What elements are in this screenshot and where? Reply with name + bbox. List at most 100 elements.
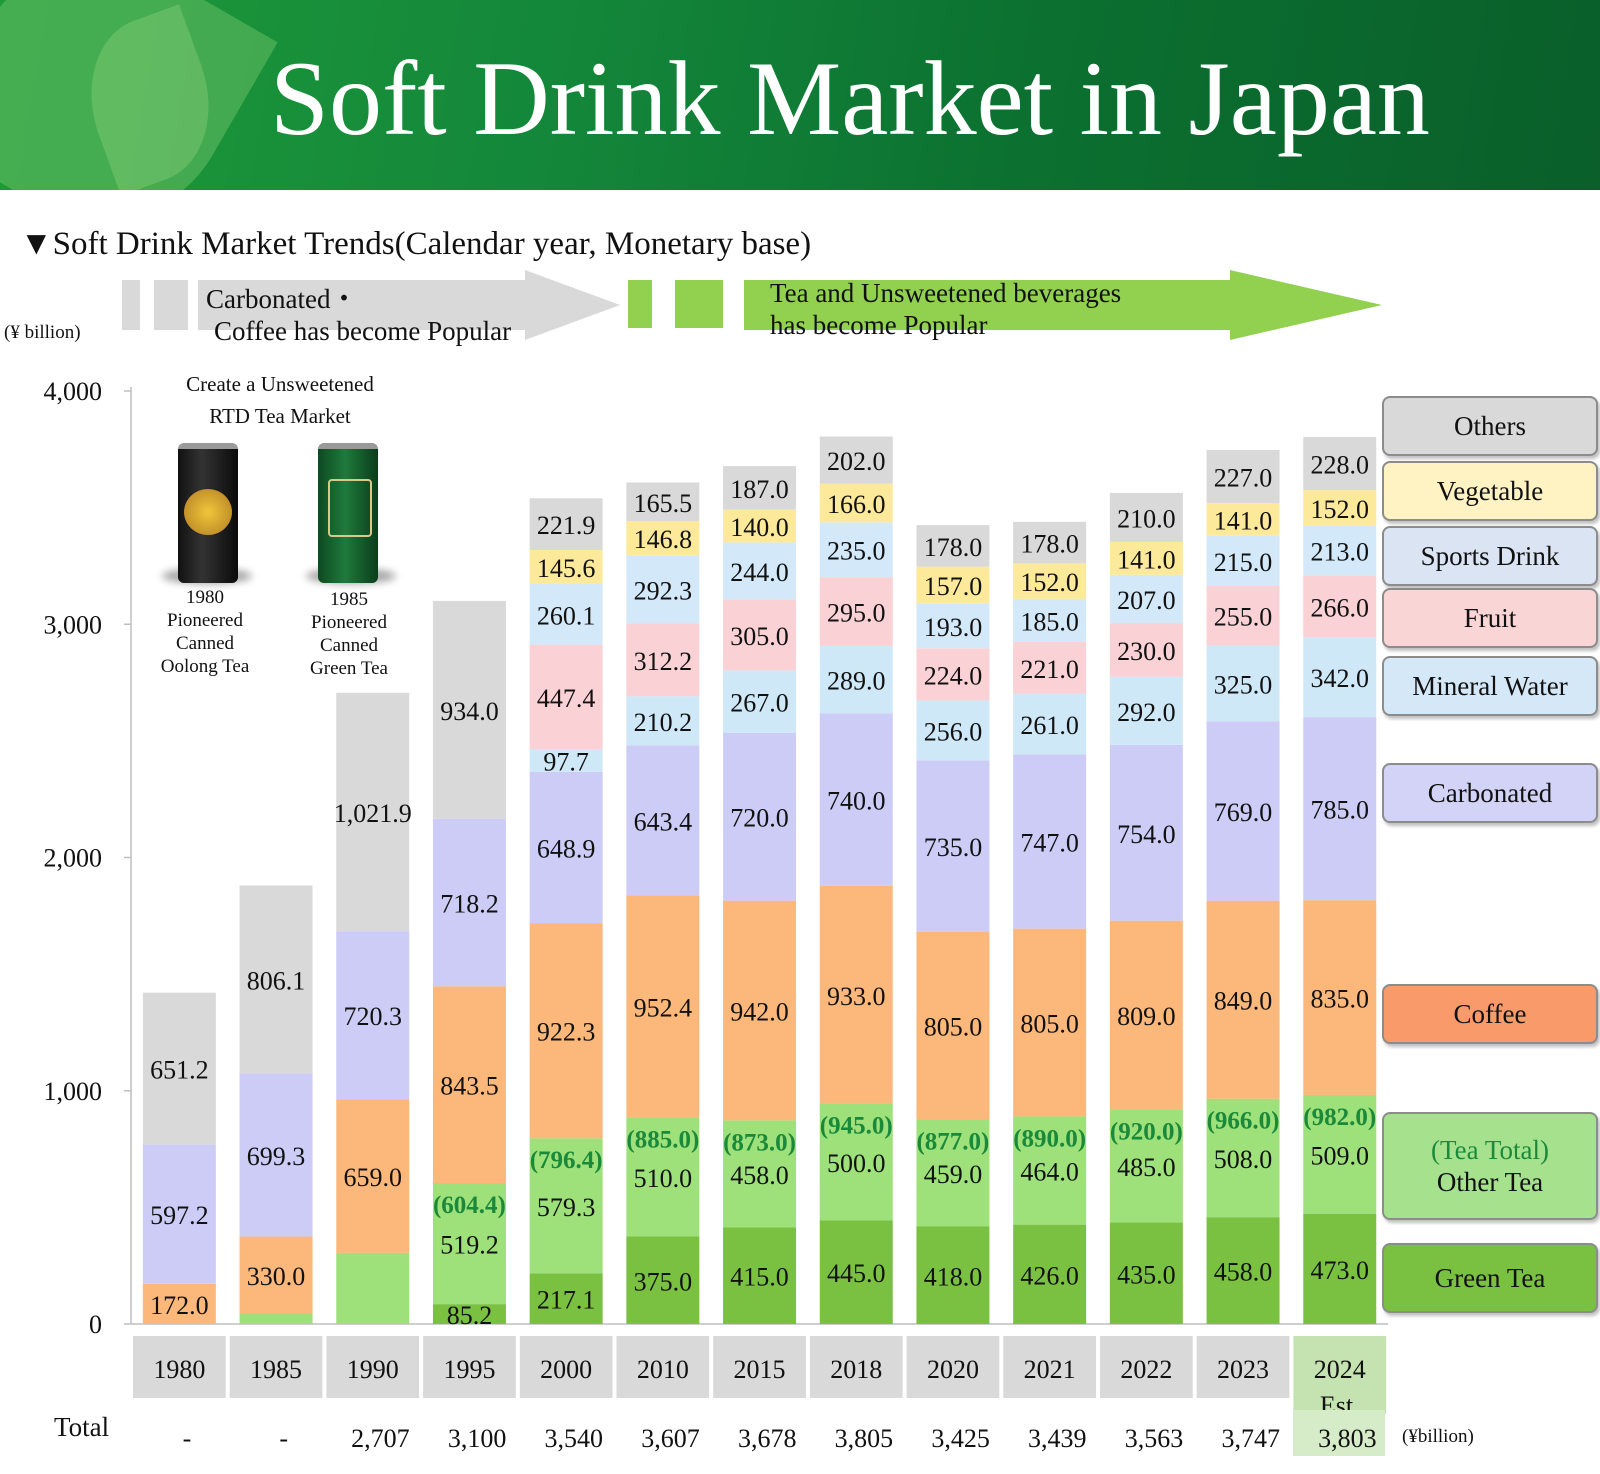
tea-total-label: (873.0) [723,1129,796,1156]
tea-total-label: (966.0) [1207,1108,1280,1135]
bar-value-label: 97.7 [543,747,589,776]
bar-segment [916,700,990,761]
bar-value-label: 933.0 [827,982,886,1011]
arrow2-stripe-b [675,280,723,328]
legend-carbonated: Carbonated [1382,763,1598,823]
bar-value-label: 754.0 [1117,820,1176,849]
y-tick-label: 2,000 [44,844,103,873]
bar-value-label: 922.3 [537,1018,596,1047]
bar-segment [336,931,410,1100]
bar-segment [529,549,603,584]
bar-value-label: 266.0 [1311,593,1370,622]
x-tick-label: 1995 [443,1355,495,1384]
bar-value-label: 178.0 [1020,530,1079,559]
bar-segment [819,645,893,714]
bar-segment [1206,645,1280,722]
tea-total-label: (796.4) [530,1147,603,1174]
bar-segment [336,692,410,932]
bar-value-label: 809.0 [1117,1002,1176,1031]
bar-segment [916,760,990,932]
x-tick-label: 1980 [153,1355,205,1384]
bar-segment [626,696,700,746]
x-category-cell [229,1336,323,1398]
x-category-cell [133,1336,226,1398]
bar-segment [142,992,216,1145]
header-banner: Soft Drink Market in Japan [0,0,1600,190]
bar-value-label: 330.0 [247,1262,306,1291]
bar-value-label: 215.0 [1214,548,1273,577]
bar-value-label: 579.3 [537,1193,596,1222]
bar-segment [1206,721,1280,901]
bar-value-label: 435.0 [1117,1260,1176,1289]
bar-segment [1013,1224,1087,1324]
trend-arrows [122,270,1382,340]
bar-segment [626,521,700,556]
bar-segment [1109,574,1183,624]
bar-value-label: 221.9 [537,511,596,540]
bar-value-label: 952.4 [634,994,693,1023]
y-tick-label: 1,000 [44,1077,103,1106]
bar-segment [1013,693,1087,755]
bar-segment [723,542,797,600]
x-category-cell [1100,1336,1193,1398]
can1-caption: 1980 Pioneered Canned Oolong Tea [160,587,250,677]
bar-value-label: 508.0 [1214,1145,1273,1174]
bar-value-label: 806.1 [247,966,306,995]
bar-value-label: 185.0 [1020,607,1079,636]
bar-value-label: 227.0 [1214,463,1273,492]
bar-value-label: 152.0 [1311,495,1370,524]
bar-segment [529,923,603,1139]
bar-segment [1109,1109,1183,1223]
legend-other-tea: Other Tea [1436,1167,1544,1197]
total-value: 3,803 [1318,1424,1377,1453]
bar-segment [723,466,797,510]
bar-value-label: 805.0 [1020,1010,1079,1039]
legend-others: Others [1382,396,1598,456]
x-tick-label: 2023 [1217,1355,1269,1384]
total-row-label: Total [54,1412,110,1442]
bar-segment [239,1073,313,1237]
bar-segment [626,1117,700,1237]
bar-segment [626,895,700,1118]
bar-value-label: 260.1 [537,601,596,630]
total-value: 3,439 [1028,1424,1087,1453]
bar-segment [1013,563,1087,599]
legend-tea-total-other-tea: (Tea Total) Other Tea [1382,1112,1598,1220]
x-category-cell [326,1336,420,1398]
x-tick-label: 2018 [830,1355,882,1384]
bar-segment [626,745,700,896]
bar-value-label: 718.2 [440,890,499,919]
legend-coffee: Coffee [1382,984,1598,1044]
bar-segment [723,1120,797,1228]
bar-segment [239,1313,313,1324]
x-tick-label: 2022 [1120,1355,1172,1384]
bar-segment [529,498,603,550]
page-title: Soft Drink Market in Japan [270,40,1430,157]
bar-segment [1013,754,1087,929]
bar-segment [1109,676,1183,745]
bar-segment [1109,744,1183,921]
tea-total-label: (885.0) [626,1127,699,1154]
x-tick-label: 1990 [347,1355,399,1384]
total-value: 3,100 [447,1424,507,1453]
x-category-cell [1003,1336,1096,1398]
arrow1-stripe-b [154,280,188,330]
bar-value-label: 458.0 [730,1161,789,1190]
bar-value-label: 648.9 [537,834,596,863]
bar-segment [723,1227,797,1324]
tea-total-label: (982.0) [1303,1104,1376,1131]
bar-segment [1109,920,1183,1110]
total-value: 3,747 [1221,1424,1280,1453]
bar-value-label: 769.0 [1214,798,1273,827]
bar-value-label: 217.1 [537,1286,596,1315]
bar-segment [336,1252,410,1324]
bar-value-label: 244.0 [730,558,789,587]
bar-segment [916,603,990,649]
bar-segment [723,509,797,543]
bar-segment [1303,575,1377,638]
bar-segment [626,623,700,697]
x-tick-label: 2020 [927,1355,979,1384]
bar-segment [432,986,506,1184]
bar-value-label: 458.0 [1214,1258,1273,1287]
bar-segment [819,436,893,484]
